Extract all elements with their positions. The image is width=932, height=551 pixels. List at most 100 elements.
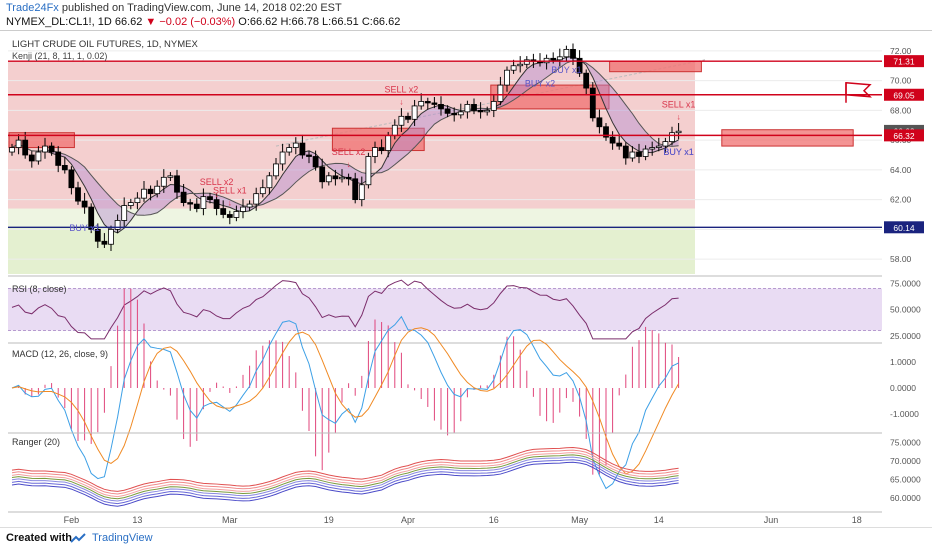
buy-signal-label: BUY x1	[663, 147, 693, 157]
candle	[319, 166, 326, 183]
sell-arrow: ↓	[215, 190, 219, 199]
support-zone	[8, 227, 695, 274]
candle	[68, 169, 75, 189]
candle	[352, 178, 359, 201]
rsi-label: RSI (8, close)	[12, 284, 67, 294]
symbol-line: NYMEX_DL:CL1!, 1D 66.62 ▼ −0.02 (−0.03%)…	[6, 16, 400, 28]
tradingview-brand-link[interactable]: TradingView	[92, 532, 153, 544]
time-axis-tick: 16	[489, 515, 499, 525]
price-axis-tick: 72.00	[890, 46, 912, 56]
candle	[424, 101, 431, 104]
sell-arrow: ↓	[228, 199, 232, 208]
price-axis-tick: 70.00	[890, 76, 912, 86]
ranger-axis-tick: 60.0000	[890, 493, 921, 503]
buy-signal-label: BUY x1	[69, 223, 99, 233]
candle	[418, 101, 425, 107]
ma-fast-line	[11, 56, 679, 234]
rsi-band	[8, 288, 882, 331]
candle	[134, 197, 141, 203]
candle	[576, 57, 583, 74]
sell-signal-label: SELL x1	[662, 99, 696, 109]
candle	[622, 145, 629, 159]
candle	[438, 104, 444, 110]
buy-signal-label: BUY x1	[551, 65, 581, 75]
macd-axis-tick: -1.0000	[890, 409, 919, 419]
candle	[167, 175, 174, 178]
candle	[642, 148, 649, 157]
candle	[259, 187, 266, 195]
candle	[464, 104, 471, 113]
candle	[451, 112, 458, 116]
price-level-tag	[884, 88, 924, 101]
candle	[385, 135, 392, 151]
ohlc-values: O:66.62 H:66.78 L:66.51 C:66.62	[238, 16, 401, 28]
price-change: −0.02 (−0.03%)	[159, 16, 236, 28]
candle	[88, 206, 95, 230]
candle	[655, 145, 662, 148]
down-arrow-icon: ▼	[145, 16, 157, 28]
chart-area[interactable]: BUY x1 SELL x2 ↓ SELL x1 ↓ SELL x2 ↓ SELL x2 ↓ BU…	[0, 30, 932, 526]
symbol[interactable]: NYMEX_DL:CL1!, 1D	[6, 16, 112, 28]
candle	[75, 187, 81, 202]
candle	[233, 211, 240, 218]
sell-signal-label: SELL x2	[200, 177, 234, 187]
time-axis-tick: Feb	[64, 515, 80, 525]
macd-axis-tick: 0.0000	[890, 383, 916, 393]
candle	[669, 132, 675, 143]
candle	[35, 151, 42, 162]
price-level-tag	[884, 221, 924, 234]
ranger-band-line	[11, 459, 679, 505]
ranger-band-line	[11, 449, 679, 495]
macd-axis-tick: 1.0000	[890, 357, 916, 367]
rsi-axis-tick: 25.0000	[890, 331, 921, 341]
chart-title: LIGHT CRUDE OIL FUTURES, 1D, NYMEX	[12, 39, 198, 50]
ranger-axis-tick: 70.0000	[890, 456, 921, 466]
rsi-axis-tick: 50.0000	[890, 305, 921, 315]
candle	[160, 176, 167, 187]
time-axis-tick: May	[571, 515, 589, 525]
candle	[141, 188, 147, 199]
consolidation-box	[609, 60, 702, 73]
rsi-axis-tick: 75.0000	[890, 278, 921, 288]
candle	[523, 59, 530, 65]
candle	[589, 87, 596, 119]
sell-arrow: ↓	[347, 160, 351, 169]
candle	[325, 175, 332, 183]
candle	[273, 163, 279, 177]
publish-line: Trade24Fx published on TradingView.com, …	[6, 2, 342, 14]
candle	[240, 206, 246, 212]
candle	[193, 203, 200, 209]
candle	[28, 154, 35, 162]
time-axis-tick: Mar	[222, 515, 238, 525]
candle	[517, 63, 524, 67]
macd-label: MACD (12, 26, close, 9)	[12, 349, 108, 359]
candle	[609, 136, 616, 144]
candle	[246, 203, 253, 208]
ranger-band-line	[11, 452, 679, 498]
price-axis-tick: 64.00	[890, 165, 912, 175]
flag-icon	[845, 81, 872, 98]
ranger-band-line	[11, 447, 679, 492]
publisher-link[interactable]: Trade24Fx	[6, 2, 59, 14]
candle	[55, 151, 62, 166]
time-axis-tick: 19	[324, 515, 334, 525]
candle	[187, 202, 194, 205]
buy-signal-label: BUY x2	[525, 79, 555, 89]
candle	[312, 156, 319, 168]
candle	[411, 105, 418, 120]
ranger-axis-tick: 75.0000	[890, 437, 921, 447]
candle	[22, 139, 29, 156]
candle	[81, 200, 88, 208]
candle	[583, 72, 590, 89]
candle	[372, 147, 378, 157]
candle	[147, 188, 154, 195]
candle	[345, 176, 352, 180]
candle	[121, 205, 128, 221]
candle	[629, 151, 636, 159]
candle	[358, 184, 365, 201]
candle	[332, 175, 339, 180]
candle	[207, 196, 213, 201]
consolidation-box	[331, 127, 425, 152]
candle	[378, 147, 385, 151]
